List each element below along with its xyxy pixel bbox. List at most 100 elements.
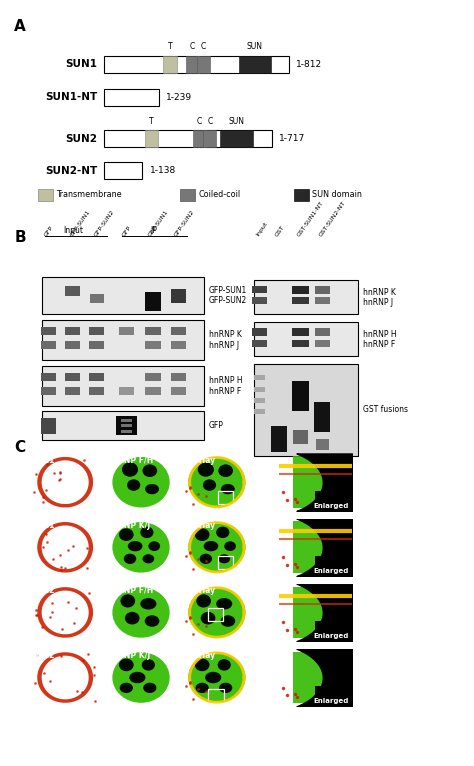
Text: hnRNP K
hnRNP J: hnRNP K hnRNP J [363, 287, 395, 307]
Text: SUN2-NT: SUN2-NT [45, 165, 97, 176]
Text: SUN2: SUN2 [31, 586, 55, 595]
Text: hnRNP F/H: hnRNP F/H [107, 586, 154, 595]
Text: B: B [14, 230, 26, 245]
Bar [171, 289, 186, 303]
Ellipse shape [195, 659, 210, 671]
Text: SUN2: SUN2 [31, 651, 55, 660]
Text: Input: Input [64, 226, 83, 235]
Text: hnRNP F/H: hnRNP F/H [107, 456, 154, 465]
Text: GFP: GFP [121, 224, 133, 237]
Ellipse shape [219, 555, 230, 564]
Ellipse shape [219, 683, 232, 693]
Text: 1-138: 1-138 [150, 166, 176, 175]
Bar [89, 327, 104, 336]
Text: Overlay: Overlay [183, 586, 216, 595]
Text: C: C [197, 116, 202, 126]
Bar [41, 373, 56, 381]
Bar [65, 286, 80, 296]
Bar [104, 162, 143, 179]
Ellipse shape [119, 659, 134, 671]
Text: SUN: SUN [228, 116, 245, 126]
Ellipse shape [122, 463, 138, 476]
Text: GST-SUN1-NT: GST-SUN1-NT [296, 200, 325, 237]
Text: GST-SUN2-NT: GST-SUN2-NT [318, 200, 346, 237]
Ellipse shape [195, 529, 210, 541]
Bar [220, 130, 254, 147]
Text: GFP-SUN1: GFP-SUN1 [147, 209, 170, 237]
Bar [145, 130, 158, 147]
Ellipse shape [120, 683, 133, 693]
Bar [180, 189, 195, 201]
Bar [292, 381, 309, 411]
Ellipse shape [204, 541, 219, 552]
Ellipse shape [128, 541, 143, 552]
Bar [42, 411, 204, 440]
Text: Enlarged: Enlarged [313, 633, 348, 639]
Ellipse shape [188, 653, 246, 703]
Ellipse shape [201, 612, 215, 624]
Text: GFP: GFP [43, 224, 55, 237]
Ellipse shape [205, 672, 221, 683]
Bar [292, 286, 309, 293]
Text: hnRNP K/J: hnRNP K/J [107, 651, 150, 660]
Bar [254, 322, 358, 356]
Ellipse shape [196, 683, 209, 693]
Bar [239, 56, 271, 73]
Ellipse shape [145, 615, 159, 627]
Bar [293, 457, 352, 508]
Text: SUN1: SUN1 [31, 521, 55, 530]
Bar [252, 339, 267, 347]
Bar [104, 89, 158, 106]
Ellipse shape [140, 527, 154, 538]
Bar [219, 492, 233, 504]
Text: Enlarged: Enlarged [313, 502, 348, 509]
Text: hnRNP H
hnRNP F: hnRNP H hnRNP F [209, 376, 242, 396]
Ellipse shape [216, 598, 232, 610]
Bar [171, 387, 186, 394]
Text: T: T [168, 42, 173, 51]
Text: SUN1-NT: SUN1-NT [45, 92, 97, 103]
Ellipse shape [112, 653, 170, 703]
Ellipse shape [112, 457, 170, 508]
Bar [193, 130, 206, 147]
Ellipse shape [218, 659, 231, 671]
Bar [119, 327, 134, 336]
Bar [65, 387, 80, 394]
Text: GFP-SUN2: GFP-SUN2 [93, 209, 115, 237]
Ellipse shape [119, 529, 134, 541]
Bar [42, 320, 204, 360]
Bar [65, 327, 80, 336]
Ellipse shape [140, 598, 156, 610]
Text: Overlay: Overlay [183, 651, 216, 660]
Text: Transmembrane: Transmembrane [56, 190, 121, 199]
Ellipse shape [112, 587, 170, 637]
Ellipse shape [112, 522, 170, 573]
Ellipse shape [221, 484, 235, 494]
Text: GFP-SUN1: GFP-SUN1 [69, 209, 91, 237]
Text: hnRNP K
hnRNP J: hnRNP K hnRNP J [209, 330, 241, 350]
Text: SUN1: SUN1 [65, 59, 97, 70]
Ellipse shape [127, 480, 140, 491]
Text: GFP-SUN1
GFP-SUN2: GFP-SUN1 GFP-SUN2 [209, 286, 247, 306]
Bar [146, 327, 161, 336]
Bar [314, 402, 330, 432]
Ellipse shape [219, 464, 233, 477]
Ellipse shape [145, 484, 159, 494]
Text: C: C [207, 116, 212, 126]
Text: GST: GST [274, 224, 286, 237]
Bar [41, 387, 56, 394]
Text: Input: Input [255, 221, 269, 237]
Bar [171, 341, 186, 349]
Ellipse shape [142, 659, 155, 671]
Ellipse shape [143, 555, 154, 564]
Bar [146, 387, 161, 394]
Text: GST fusions: GST fusions [363, 405, 408, 414]
Ellipse shape [198, 463, 214, 476]
Bar [294, 189, 309, 201]
Text: C: C [201, 42, 206, 51]
Bar [316, 621, 352, 641]
Ellipse shape [125, 612, 139, 624]
Bar [171, 327, 186, 336]
Bar [146, 341, 161, 349]
Bar [316, 439, 328, 450]
